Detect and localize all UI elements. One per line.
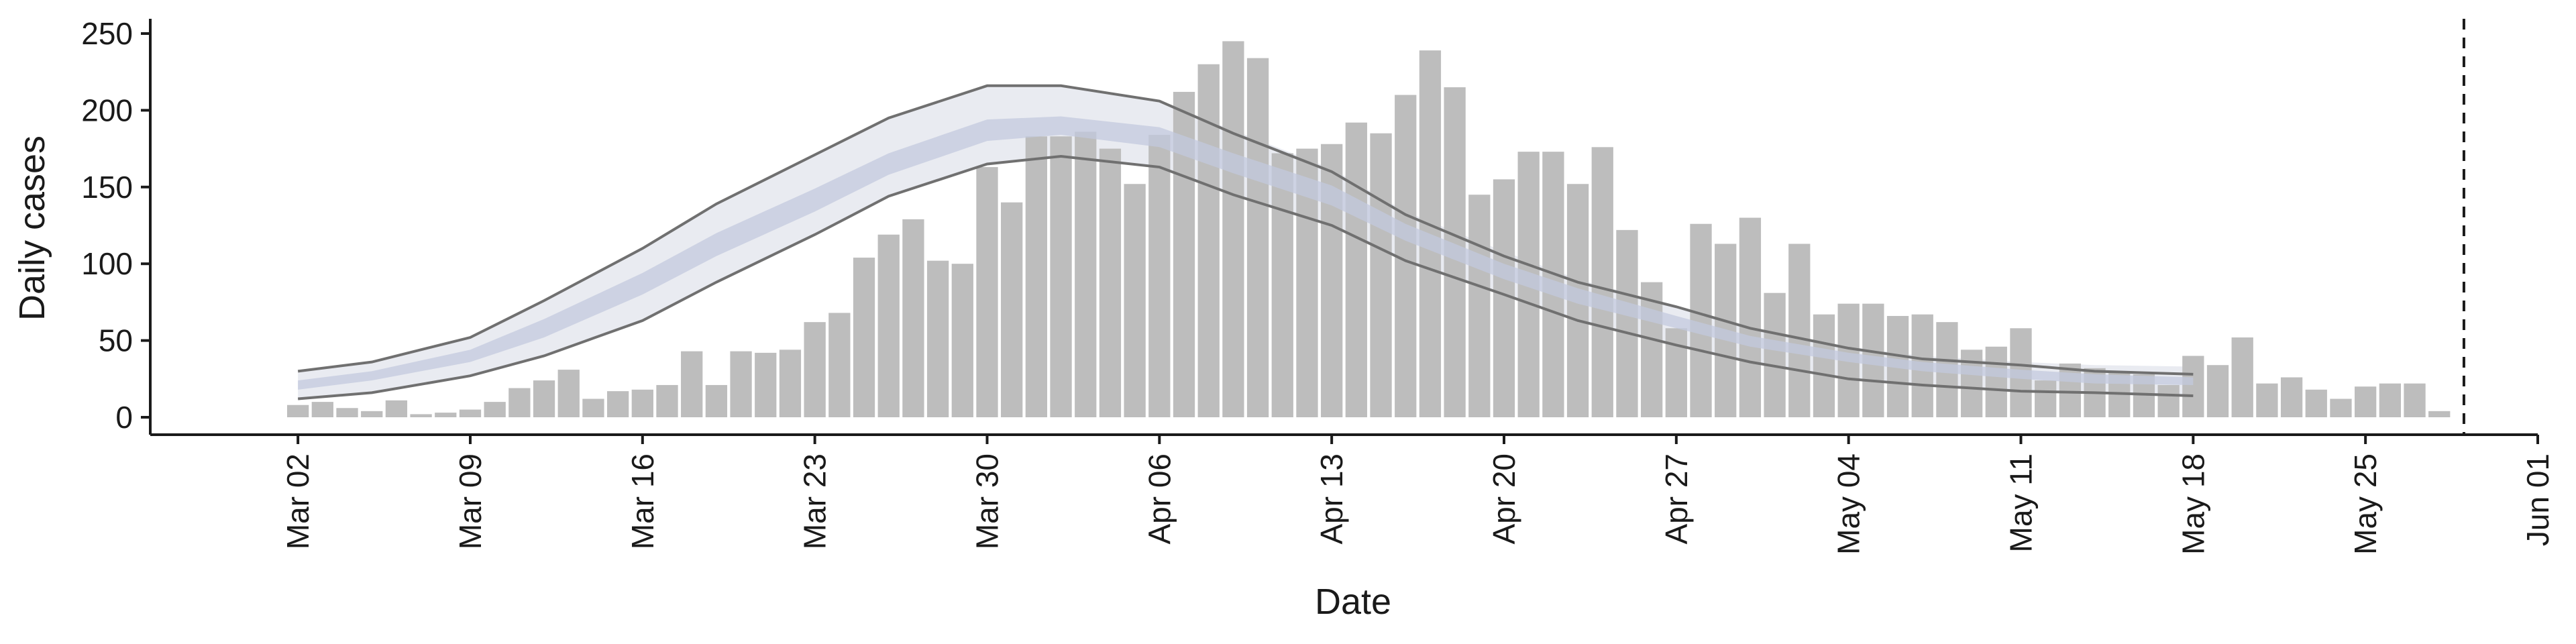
bar: [508, 388, 531, 417]
bar: [385, 400, 408, 417]
bar: [2379, 383, 2401, 417]
bar: [656, 384, 678, 417]
x-tick-label: Mar 30: [969, 453, 1004, 549]
bar: [779, 350, 802, 417]
bar: [1468, 195, 1491, 417]
bar: [926, 260, 949, 417]
bar: [1690, 223, 1712, 417]
x-tick-label: Apr 06: [1142, 453, 1177, 545]
bar: [606, 391, 629, 417]
bar: [853, 258, 875, 417]
bar: [1075, 131, 1097, 417]
upper-bound-line: [297, 84, 2194, 376]
bar: [755, 352, 777, 417]
y-tick-label: 200: [81, 93, 133, 127]
bar: [1025, 136, 1048, 418]
bar: [361, 411, 383, 417]
bar: [2355, 386, 2377, 417]
x-tick-label: May 04: [1831, 453, 1866, 555]
bar: [1148, 135, 1171, 417]
bar: [336, 408, 358, 417]
x-tick-label: Mar 02: [280, 453, 315, 549]
bar: [828, 313, 851, 417]
bar: [2280, 377, 2303, 417]
bar: [902, 219, 924, 417]
axes: 0 50 100 150 200 250 Mar 02 Mar 09 Mar 16 Mar 23 M…: [81, 16, 2555, 555]
bar: [1739, 217, 1762, 417]
bar: [459, 409, 482, 417]
x-tick-label: Jun 01: [2520, 453, 2555, 546]
x-tick-label: May 25: [2348, 453, 2383, 555]
outer-band-area: [298, 85, 2194, 399]
bar: [1001, 202, 1023, 417]
x-tick-label: Mar 16: [625, 453, 660, 549]
bar: [1591, 147, 1613, 417]
bar: [1788, 244, 1811, 417]
bar: [1616, 229, 1638, 417]
bar: [2035, 380, 2057, 417]
y-tick-label: 250: [81, 16, 133, 51]
bar: [2206, 365, 2229, 417]
bar: [2059, 363, 2082, 417]
bar: [1222, 41, 1244, 417]
y-axis-title: Daily cases: [12, 136, 52, 321]
x-tick-label: May 18: [2176, 453, 2210, 555]
bar: [287, 405, 309, 417]
bar: [877, 234, 900, 417]
lower-bound-line: [297, 155, 2194, 400]
bar: [557, 370, 580, 417]
x-tick-label: May 11: [2003, 453, 2038, 552]
bar: [1246, 58, 1269, 418]
bar: [705, 384, 728, 417]
bar: [435, 413, 457, 417]
y-tick-label: 100: [81, 246, 133, 281]
bar: [2330, 398, 2352, 417]
x-axis-title: Date: [1315, 582, 1391, 622]
bar: [730, 351, 752, 417]
bar: [2157, 384, 2180, 417]
bar: [2428, 411, 2451, 417]
bar: [804, 322, 826, 417]
y-tick-label: 50: [99, 323, 133, 358]
bar: [1099, 148, 1122, 417]
y-tick-label: 0: [115, 400, 133, 435]
bar: [1197, 64, 1220, 417]
bar: [2231, 337, 2253, 417]
bar: [1124, 184, 1146, 417]
bar: [976, 167, 998, 417]
bar: [681, 351, 703, 417]
band-boundary-lines: [297, 84, 2194, 400]
bar: [631, 389, 653, 417]
bar: [1960, 350, 1983, 417]
inner-band-area: [298, 116, 2194, 390]
bar: [533, 380, 555, 417]
bar: [1764, 292, 1786, 417]
bar: [1640, 282, 1663, 417]
x-tick-label: Apr 27: [1659, 453, 1694, 545]
bar: [410, 414, 432, 417]
bar: [951, 264, 973, 417]
x-tick-label: Apr 20: [1487, 453, 1521, 545]
bar: [484, 402, 506, 417]
x-tick-label: Mar 23: [798, 453, 833, 549]
x-tick-label: Apr 13: [1314, 453, 1349, 545]
bar: [311, 402, 333, 417]
bar: [2305, 389, 2327, 417]
bar: [1665, 328, 1687, 417]
x-tick-label: Mar 09: [453, 453, 488, 549]
bar: [582, 398, 604, 417]
outer-credible-band-layer: [298, 85, 2194, 399]
bar: [2256, 383, 2278, 417]
inner-credible-band-layer: [298, 116, 2194, 390]
bar: [1271, 153, 1293, 417]
bar: [1985, 346, 2007, 417]
bar: [1050, 136, 1072, 418]
y-tick-label: 150: [81, 170, 133, 205]
bar: [1370, 133, 1392, 417]
bar: [2182, 356, 2204, 417]
bar: [1345, 122, 1367, 417]
bar: [2404, 383, 2426, 417]
bar: [1813, 314, 1835, 417]
